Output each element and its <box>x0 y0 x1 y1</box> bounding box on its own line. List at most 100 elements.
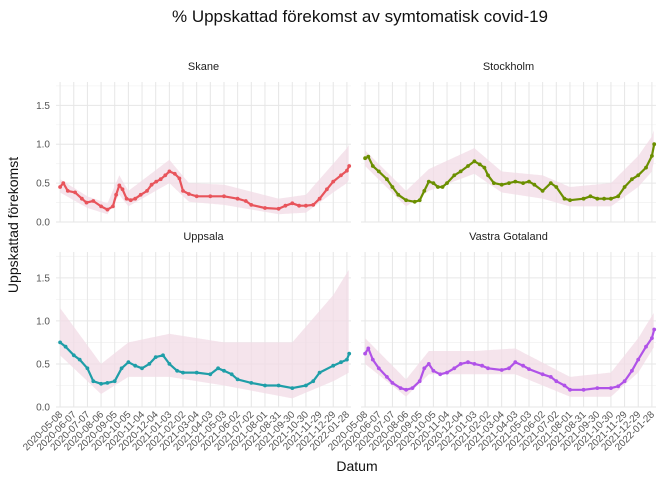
y-tick-label: 1.5 <box>36 273 50 284</box>
data-point <box>622 185 627 189</box>
data-point <box>422 189 427 193</box>
y-tick-label: 0.0 <box>36 218 50 229</box>
data-point <box>404 198 408 203</box>
data-point <box>562 383 567 388</box>
data-point <box>80 196 84 201</box>
data-point <box>521 181 525 186</box>
confidence-band <box>365 313 654 397</box>
data-point <box>194 194 199 199</box>
data-point <box>548 375 553 379</box>
data-point <box>133 363 138 368</box>
data-point <box>366 346 371 351</box>
data-point <box>466 164 470 168</box>
panel-uppsala: Uppsala0.00.51.01.52020-05-082020-06-072… <box>21 231 352 453</box>
data-point <box>417 198 422 203</box>
data-point <box>276 383 281 388</box>
data-point <box>636 357 641 362</box>
data-point <box>73 190 77 195</box>
data-point <box>390 185 395 189</box>
data-point <box>331 363 336 368</box>
data-point <box>147 362 152 366</box>
data-point <box>187 192 191 196</box>
chart-panels: Skane 0.0 0.5 1.0 1.5 Stockholm Uppsala 0.0 0.5 1… <box>21 61 657 453</box>
data-point <box>177 176 182 181</box>
data-point <box>440 185 445 189</box>
data-point <box>77 357 82 362</box>
y-tick-label: 1.0 <box>36 140 50 151</box>
panel-skane: Skane 0.0 0.5 1.0 1.5 <box>36 61 352 229</box>
data-point <box>208 194 213 199</box>
data-point <box>158 177 163 182</box>
data-point <box>507 366 511 371</box>
data-point <box>58 340 62 345</box>
data-point <box>138 192 143 197</box>
data-point <box>263 206 267 210</box>
y-tick-label: 0.0 <box>36 403 50 414</box>
data-point <box>117 183 122 188</box>
panel-strip-label: Skane <box>188 61 219 73</box>
data-point <box>167 362 172 366</box>
data-point <box>163 173 168 178</box>
data-point <box>370 357 375 362</box>
data-point <box>297 203 301 208</box>
y-tick-label: 1.5 <box>36 101 50 112</box>
data-point <box>472 159 477 164</box>
data-point <box>235 377 240 382</box>
data-point <box>396 192 401 197</box>
data-point <box>431 181 436 186</box>
data-point <box>499 368 504 372</box>
data-point <box>472 362 477 366</box>
data-point <box>154 179 159 184</box>
data-point <box>527 179 531 184</box>
y-tick-label: 1.0 <box>36 316 50 327</box>
data-point <box>91 199 96 203</box>
data-point <box>317 370 322 375</box>
data-point <box>521 363 525 368</box>
confidence-band <box>60 145 349 215</box>
data-point <box>602 196 606 201</box>
data-point <box>290 201 295 206</box>
data-point <box>486 366 490 371</box>
data-point <box>145 189 149 193</box>
data-point <box>304 383 308 388</box>
data-point <box>99 204 103 209</box>
data-point <box>63 344 68 349</box>
data-point <box>167 169 172 174</box>
data-point <box>630 177 634 182</box>
series-line <box>59 165 351 211</box>
data-point <box>235 196 240 201</box>
data-point <box>588 194 593 199</box>
data-point <box>644 165 648 170</box>
data-point <box>222 194 226 199</box>
panel-strip-label: Stockholm <box>483 61 534 73</box>
data-point <box>452 366 457 371</box>
data-point <box>410 386 415 390</box>
data-point <box>153 355 158 359</box>
data-point <box>650 154 654 158</box>
data-point <box>568 198 572 203</box>
data-point <box>417 379 422 384</box>
data-point <box>120 187 125 192</box>
confidence-band <box>60 270 349 399</box>
data-point <box>532 182 537 187</box>
data-point <box>390 381 395 385</box>
data-point <box>540 372 545 377</box>
data-point <box>133 196 138 201</box>
data-point <box>325 187 329 192</box>
data-point <box>644 344 648 349</box>
data-point <box>630 368 634 373</box>
data-point <box>112 379 117 384</box>
data-point <box>124 196 129 201</box>
data-point <box>452 173 457 178</box>
data-point <box>445 370 449 375</box>
data-point <box>61 181 66 186</box>
data-point <box>91 379 96 384</box>
data-point <box>216 366 221 371</box>
data-point <box>480 363 484 368</box>
data-point <box>126 360 131 365</box>
data-point <box>652 327 657 332</box>
data-point <box>422 366 427 371</box>
data-point <box>482 165 487 170</box>
confidence-band <box>365 130 654 207</box>
data-point <box>581 387 586 392</box>
